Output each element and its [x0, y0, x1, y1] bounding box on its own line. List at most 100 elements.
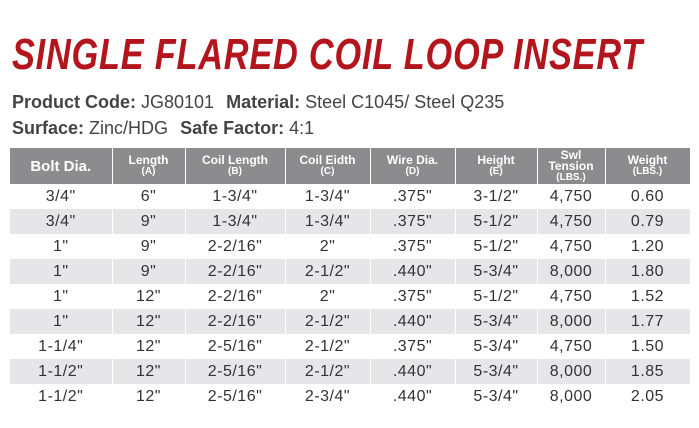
table-cell: 5-3/4" [455, 259, 538, 284]
table-row: 1-1/4" 12" 2-5/16" 2-1/2" .375" 5-3/4" 4,750 1.… [10, 334, 691, 359]
table-cell: 2-2/16" [185, 284, 286, 309]
table-cell: 1-1/4" [10, 334, 113, 359]
table-cell: 0.79 [605, 209, 691, 234]
table-cell: 3/4" [10, 209, 113, 234]
table-cell: 5-1/2" [455, 234, 538, 259]
table-cell: 4,750 [537, 209, 606, 234]
column-header: Length (A) [112, 148, 186, 184]
column-name: Length [128, 153, 169, 167]
table-cell: 0.60 [605, 184, 691, 209]
table-cell: .440" [370, 384, 456, 409]
column-header: Bolt Dia. [10, 148, 113, 184]
column-unit: (LBS.) [632, 166, 663, 177]
table-cell: 1" [10, 234, 113, 259]
table-cell: 1-3/4" [185, 184, 286, 209]
table-row: 1" 9" 2-2/16" 2" .375" 5-1/2" 4,750 1.20 [10, 234, 691, 259]
table-cell: 9" [112, 259, 186, 284]
table-cell: 12" [112, 359, 186, 384]
table-cell: 4,750 [537, 184, 606, 209]
column-name: Wire Dia. [386, 153, 439, 167]
table-row: 3/4" 9" 1-3/4" 1-3/4" .375" 5-1/2" 4,750 0.79 [10, 209, 691, 234]
column-unit: (D) [405, 166, 420, 177]
table-cell: 5-1/2" [455, 284, 538, 309]
info-label: Material: [226, 92, 301, 112]
table-cell: 2-5/16" [185, 384, 286, 409]
info-line: Surface: Zinc/HDG Safe Factor: 4:1 [12, 118, 326, 139]
table-cell: 5-3/4" [455, 309, 538, 334]
table-cell: 2" [285, 234, 371, 259]
table-cell: 8,000 [537, 359, 606, 384]
table-cell: 12" [112, 309, 186, 334]
table-cell: 2-1/2" [285, 259, 371, 284]
table-cell: 2" [285, 284, 371, 309]
column-unit: (B) [228, 166, 242, 177]
column-header: Height (E) [455, 148, 538, 184]
column-header: Coil Eidth (C) [285, 148, 371, 184]
table-cell: .375" [370, 334, 456, 359]
table-cell: 2-2/16" [185, 234, 286, 259]
table-cell: .440" [370, 359, 456, 384]
info-label: Product Code: [12, 92, 136, 112]
table-cell: .375" [370, 184, 456, 209]
info-label: Safe Factor: [180, 118, 285, 138]
column-header: Wire Dia. (D) [370, 148, 456, 184]
info-label: Surface: [12, 118, 85, 138]
table-cell: 6" [112, 184, 186, 209]
table-cell: 9" [112, 209, 186, 234]
info-value: Steel C1045/ Steel Q235 [305, 92, 505, 112]
table-cell: 1-3/4" [285, 209, 371, 234]
table-cell: 4,750 [537, 284, 606, 309]
info-line: Product Code: JG80101 Material: Steel C10… [12, 92, 516, 113]
table-row: 1" 12" 2-2/16" 2-1/2" .440" 5-3/4" 8,000 1.77 [10, 309, 691, 334]
table-cell: 1" [10, 309, 113, 334]
column-header: Weight (LBS.) [605, 148, 691, 184]
table-cell: 4,750 [537, 334, 606, 359]
table-cell: 1" [10, 284, 113, 309]
table-cell: 2-1/2" [285, 309, 371, 334]
table-cell: 12" [112, 384, 186, 409]
table-cell: 1-3/4" [185, 209, 286, 234]
table-cell: .440" [370, 309, 456, 334]
table-cell: 2.05 [605, 384, 691, 409]
table-cell: 2-3/4" [285, 384, 371, 409]
table-cell: 4,750 [537, 234, 606, 259]
table-cell: 2-5/16" [185, 359, 286, 384]
table-cell: 1-1/2" [10, 384, 113, 409]
column-unit: (E) [489, 166, 503, 177]
table-cell: 5-3/4" [455, 384, 538, 409]
table-row: 1" 12" 2-2/16" 2" .375" 5-1/2" 4,750 1.52 [10, 284, 691, 309]
table-cell: 1.52 [605, 284, 691, 309]
table-cell: 1.85 [605, 359, 691, 384]
table-cell: .440" [370, 259, 456, 284]
table-body: 3/4" 6" 1-3/4" 1-3/4" .375" 3-1/2" 4,750 0.60 3/… [10, 184, 691, 409]
table-cell: .375" [370, 284, 456, 309]
info-value: JG80101 [141, 92, 215, 112]
table-cell: 2-2/16" [185, 259, 286, 284]
info-value: 4:1 [289, 118, 315, 138]
table-cell: 9" [112, 234, 186, 259]
table-cell: 5-3/4" [455, 334, 538, 359]
table-cell: 8,000 [537, 259, 606, 284]
table-cell: .375" [370, 234, 456, 259]
table-cell: 12" [112, 284, 186, 309]
column-name: Weight [627, 153, 668, 167]
column-header: Coil Length (B) [185, 148, 286, 184]
spec-table: Bolt Dia. Length (A) Coil Length (B) Coil Eid… [10, 148, 691, 409]
table-cell: 2-2/16" [185, 309, 286, 334]
column-name: Height [477, 153, 515, 167]
table-cell: 2-1/2" [285, 334, 371, 359]
title: SINGLE FLARED COIL LOOP INSERT [12, 30, 644, 79]
table-row: 3/4" 6" 1-3/4" 1-3/4" .375" 3-1/2" 4,750 0.60 [10, 184, 691, 209]
table-cell: 5-1/2" [455, 209, 538, 234]
column-unit: (LBS.) [556, 171, 586, 183]
table-cell: 8,000 [537, 384, 606, 409]
column-unit: (A) [141, 166, 156, 177]
info-value: Zinc/HDG [89, 118, 169, 138]
table-cell: 1" [10, 259, 113, 284]
table-row: 1-1/2" 12" 2-5/16" 2-3/4" .440" 5-3/4" 8,000 2.… [10, 384, 691, 409]
table-cell: 2-1/2" [285, 359, 371, 384]
table-row: 1" 9" 2-2/16" 2-1/2" .440" 5-3/4" 8,000 1.80 [10, 259, 691, 284]
table-cell: 12" [112, 334, 186, 359]
table-cell: 1.20 [605, 234, 691, 259]
